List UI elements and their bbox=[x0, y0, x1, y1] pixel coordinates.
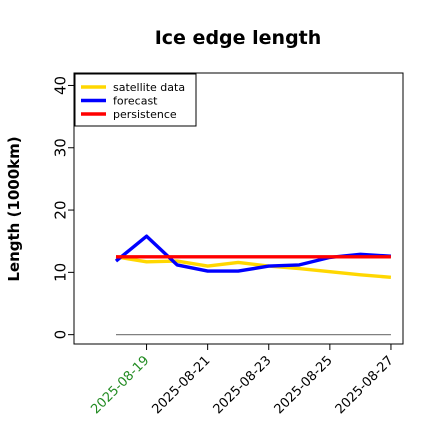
y-axis-label: Length (1000km) bbox=[5, 136, 23, 281]
legend-label-forecast: forecast bbox=[113, 95, 158, 108]
legend-label-satellite-data: satellite data bbox=[113, 81, 185, 94]
x-tick-label: 2025-08-23 bbox=[211, 353, 275, 417]
x-tick-label: 2025-08-21 bbox=[149, 353, 213, 417]
x-tick-label: 2025-08-27 bbox=[333, 353, 397, 417]
plot-area-frame bbox=[73, 72, 404, 345]
series-line-satellite-data bbox=[115, 255, 392, 279]
legend-label-persistence: persistence bbox=[113, 108, 177, 121]
x-tick-label: 2025-08-19 bbox=[88, 353, 152, 417]
x-tick-label: 2025-08-25 bbox=[272, 353, 336, 417]
y-tick-label: 10 bbox=[51, 263, 69, 282]
plot-marks: 0102030402025-08-192025-08-212025-08-232… bbox=[51, 76, 396, 417]
chart-title: Ice edge length bbox=[155, 27, 322, 49]
y-tick-label: 20 bbox=[51, 201, 69, 220]
y-tick-label: 0 bbox=[51, 330, 69, 340]
y-tick-label: 40 bbox=[51, 76, 69, 95]
y-tick-label: 30 bbox=[51, 138, 69, 157]
